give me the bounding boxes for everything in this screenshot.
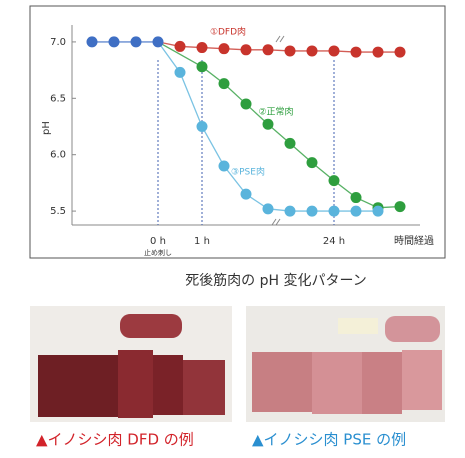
data-point <box>108 36 120 48</box>
data-point <box>152 36 164 48</box>
data-point <box>328 205 340 217</box>
data-point <box>328 45 340 57</box>
y-tick-label: 7.0 <box>50 37 66 48</box>
data-point <box>86 36 98 48</box>
data-point <box>174 40 186 52</box>
data-point <box>350 205 362 217</box>
y-tick-label: 6.0 <box>50 150 66 161</box>
x-axis-label: 時間経過 <box>394 234 434 247</box>
data-point <box>218 78 230 90</box>
photo-caption: ▲イノシシ肉 PSE の例 <box>252 431 406 449</box>
data-point <box>284 45 296 57</box>
data-point <box>306 205 318 217</box>
x-tick-label: 24 h <box>323 236 345 247</box>
data-point <box>262 118 274 130</box>
data-point <box>306 157 318 169</box>
data-point <box>218 160 230 172</box>
data-point <box>218 43 230 55</box>
data-point <box>328 175 340 187</box>
y-tick-label: 6.5 <box>50 93 66 104</box>
data-point <box>350 46 362 58</box>
data-point <box>240 44 252 56</box>
data-point <box>262 44 274 56</box>
data-point <box>196 121 208 132</box>
data-point <box>350 192 362 204</box>
axis-break <box>271 218 281 226</box>
data-point <box>174 66 186 78</box>
data-point <box>240 188 252 200</box>
x-tick-label: 0 h <box>150 236 166 247</box>
data-point <box>284 205 296 217</box>
data-point <box>284 137 296 149</box>
data-point <box>240 98 252 110</box>
data-point <box>306 45 318 57</box>
series-label: ①DFD肉 <box>210 26 246 38</box>
series-label: ②正常肉 <box>258 106 293 118</box>
data-point <box>394 201 406 213</box>
photo-left <box>30 306 232 422</box>
y-tick-label: 5.5 <box>50 206 66 217</box>
chart-caption: 死後筋肉の pH 変化パターン <box>185 272 367 289</box>
photo-right <box>246 306 445 422</box>
axis-break <box>275 35 285 43</box>
y-axis-label: pH <box>41 121 52 135</box>
data-point <box>130 36 142 48</box>
data-point <box>372 46 384 58</box>
data-point <box>394 46 406 58</box>
data-point <box>372 205 384 217</box>
series-label: ③PSE肉 <box>231 166 265 178</box>
data-point <box>196 61 208 73</box>
annotation: 止め刺し <box>144 248 172 257</box>
photo-caption: ▲イノシシ肉 DFD の例 <box>36 431 194 449</box>
x-tick-label: 1 h <box>194 236 210 247</box>
data-point <box>262 203 274 215</box>
data-point <box>196 42 208 54</box>
